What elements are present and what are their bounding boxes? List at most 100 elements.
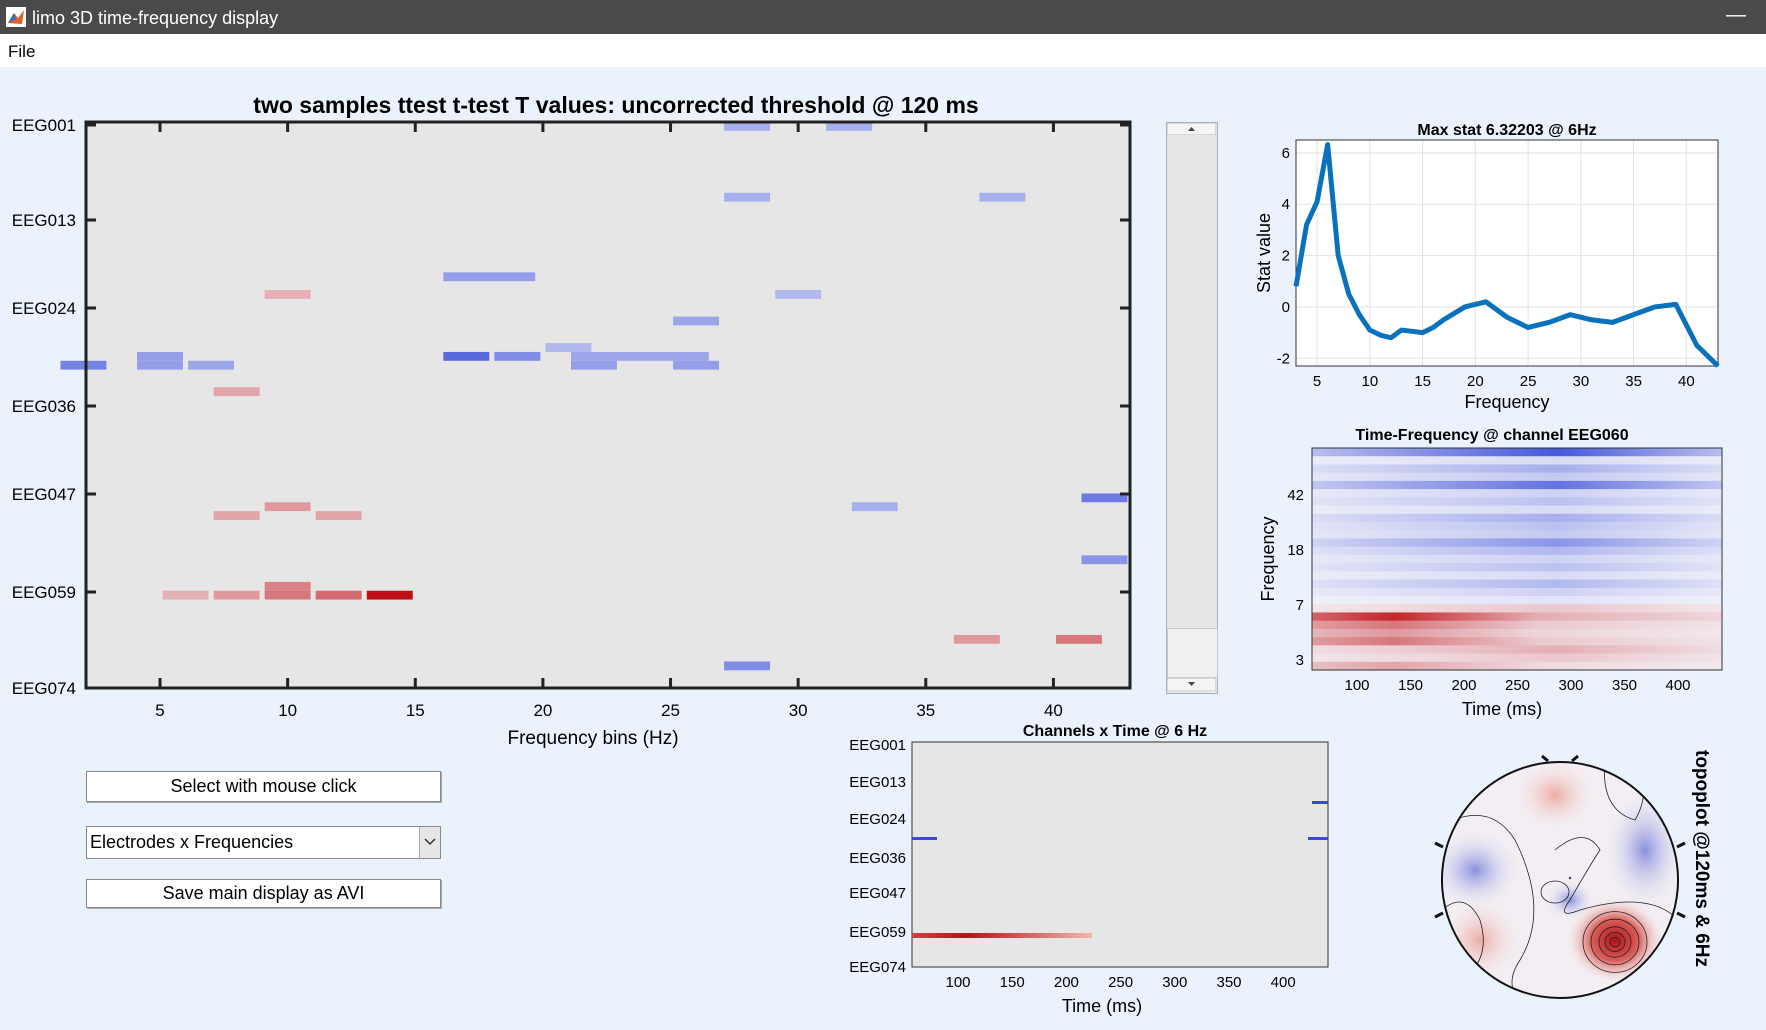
tf-row (1312, 628, 1722, 638)
tf-x-tick: 300 (1558, 677, 1583, 694)
x-axis-label: Frequency bins (Hz) (507, 728, 678, 749)
topo-ear-mark (1676, 911, 1686, 919)
x-tick-label: 5 (155, 701, 164, 720)
y-tick-label: EEG059 (12, 583, 76, 602)
x-tick-label: 20 (1467, 373, 1484, 390)
tf-x-label: Time (ms) (1462, 699, 1542, 719)
ct-y-tick: EEG059 (849, 924, 906, 941)
y-tick-label: 4 (1282, 196, 1290, 213)
topo-contour (1604, 932, 1626, 952)
tf-row (1312, 497, 1722, 507)
menu-file[interactable]: File (8, 42, 36, 61)
tf-row (1312, 571, 1722, 581)
heatmap-cell (979, 192, 1026, 202)
topo-contour (1442, 815, 1535, 998)
tf-x-tick: 200 (1451, 677, 1476, 694)
scroll-up-icon[interactable] (1167, 123, 1216, 135)
ct-negative-band (912, 837, 937, 840)
x-tick-label: 15 (1414, 373, 1431, 390)
topoplot-head[interactable] (1430, 735, 1700, 1020)
tf-row (1312, 554, 1722, 564)
save-avi-button[interactable]: Save main display as AVI (86, 879, 441, 908)
heatmap-cell (673, 360, 720, 370)
chevron-down-icon[interactable] (419, 827, 440, 858)
heatmap-cell (162, 590, 209, 600)
topo-nose-mark (1541, 754, 1549, 763)
x-tick-label: 30 (1573, 373, 1590, 390)
x-tick-label: 10 (278, 701, 297, 720)
y-tick-label: EEG036 (12, 397, 76, 416)
tf-row (1312, 596, 1722, 605)
ct-x-tick: 400 (1271, 974, 1296, 991)
tf-row (1312, 489, 1722, 498)
ct-positive-band (912, 933, 1092, 938)
tf-x-tick: 400 (1665, 677, 1690, 694)
menu-bar: File (0, 34, 1766, 67)
x-tick-label: 25 (1520, 373, 1537, 390)
topo-ear-mark (1434, 841, 1444, 849)
topo-hotspot (1567, 898, 1663, 982)
heatmap-cell (1081, 493, 1128, 503)
y-tick-label: 6 (1282, 145, 1290, 162)
tf-row (1312, 546, 1722, 556)
view-mode-dropdown[interactable]: Electrodes x Frequencies (86, 826, 441, 859)
tf-row (1312, 661, 1722, 671)
topo-pink-region (1515, 762, 1595, 830)
ct-negative-band (1308, 837, 1328, 840)
x-tick-label: 35 (1625, 373, 1642, 390)
time-frequency-plot[interactable]: Time-Frequency @ channel EEG060 42 18 7 3 100… (1250, 420, 1730, 730)
ct-y-tick: EEG047 (849, 885, 906, 902)
scroll-thumb[interactable] (1167, 628, 1218, 678)
main-plot-title: two samples ttest t-test T values: uncor… (253, 92, 979, 118)
topo-contour (1554, 837, 1678, 921)
x-tick-label: 5 (1313, 373, 1321, 390)
heatmap-cell (315, 511, 362, 520)
channels-time-plot[interactable]: Channels x Time @ 6 Hz EEG001 EEG013 EEG024… (830, 715, 1340, 1030)
heatmap-cell (570, 351, 709, 361)
ct-x-tick: 150 (1000, 974, 1025, 991)
x-axis-label: Frequency (1464, 392, 1549, 412)
heatmap-cell (213, 590, 260, 600)
x-tick-label: 20 (533, 701, 552, 720)
x-tick-label: 40 (1044, 701, 1063, 720)
max-stat-line-chart[interactable]: 5 10 15 20 25 30 35 40 -2 0 2 4 6 Max stat 6.32203 @ … (1250, 115, 1730, 435)
heatmap-cell (1081, 555, 1128, 565)
y-tick-label: EEG013 (12, 211, 76, 230)
channel-scrollbar[interactable] (1166, 122, 1218, 694)
x-tick-label: 15 (406, 701, 425, 720)
window-titlebar: limo 3D time-frequency display — (0, 0, 1766, 34)
scroll-down-icon[interactable] (1167, 678, 1216, 691)
y-tick-label: EEG074 (12, 679, 76, 698)
heatmap-cell (545, 343, 592, 352)
minimize-button[interactable]: — (1726, 4, 1746, 26)
tf-row (1312, 612, 1722, 622)
topo-ear-mark (1434, 911, 1444, 919)
main-heatmap-plot[interactable]: EEG001 EEG013 EEG024 EEG036 EEG047 EEG059 EEG0… (0, 110, 1160, 760)
x-tick-label: 10 (1362, 373, 1379, 390)
heatmap-cell (570, 360, 617, 370)
heatmap-cell (264, 581, 311, 591)
select-mouse-button[interactable]: Select with mouse click (86, 771, 441, 802)
y-tick-label: 0 (1282, 299, 1290, 316)
topo-contour (1598, 926, 1632, 958)
heatmap-cell (775, 290, 822, 299)
tf-y-label: Frequency (1258, 516, 1278, 601)
ct-y-tick: EEG036 (849, 850, 906, 867)
heatmap-cell (137, 360, 183, 370)
tf-row (1312, 505, 1722, 515)
heatmap-cell (851, 502, 898, 512)
tf-row (1312, 448, 1722, 457)
tf-row (1312, 456, 1722, 465)
heatmap-cell (264, 290, 311, 299)
tf-x-tick: 350 (1612, 677, 1637, 694)
topo-head-outline (1441, 761, 1679, 999)
x-tick-label: 30 (789, 701, 808, 720)
topoplot-label: topoplot @120ms & 6Hz (1691, 750, 1712, 967)
topo-contour (1609, 936, 1621, 948)
tf-y-tick: 18 (1287, 542, 1304, 559)
heatmap-cell (264, 590, 311, 600)
heatmap-cell (724, 122, 771, 131)
heatmap-cell (673, 316, 720, 326)
heatmap-cell (60, 360, 107, 370)
ct-x-label: Time (ms) (1062, 996, 1142, 1016)
